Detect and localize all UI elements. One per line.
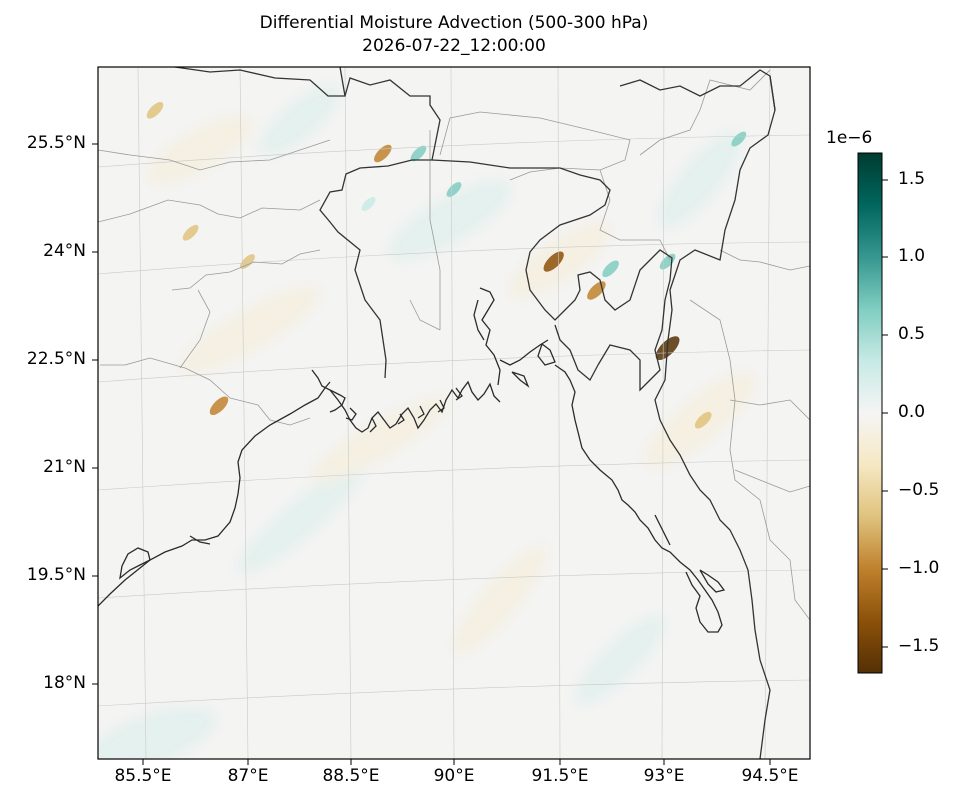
field-hotspot — [731, 131, 747, 147]
lat-tick-label: 24°N — [43, 241, 86, 261]
country-borders — [174, 67, 776, 759]
colorbar-tick-label: 1.0 — [898, 246, 926, 266]
field-hotspot — [361, 197, 376, 211]
lon-tick-label: 85.5°E — [114, 766, 172, 786]
lon-tick-label: 94.5°E — [741, 766, 799, 786]
colorbar-tick-label: −0.5 — [898, 480, 940, 500]
lon-tick-label: 88.5°E — [322, 766, 380, 786]
colorbar-exponent: 1e−6 — [826, 128, 873, 148]
lon-tick-label: 93°E — [643, 766, 685, 786]
lat-tick-label: 22.5°N — [26, 349, 86, 369]
field-hotspot — [602, 260, 619, 278]
colorbar-tick-label: 0.0 — [898, 402, 926, 422]
field-hotspot — [146, 101, 164, 119]
lat-tick-label: 25.5°N — [26, 133, 86, 153]
colorbar — [857, 152, 883, 674]
field-hotspot — [209, 396, 229, 416]
colorbar-tick-label: −1.5 — [898, 636, 940, 656]
colorbar-tick-label: 1.5 — [898, 169, 926, 189]
colorbar-tick-label: −1.0 — [898, 558, 940, 578]
axis-ticks — [92, 143, 771, 765]
coastline — [98, 287, 726, 633]
field-hotspot — [694, 411, 712, 429]
field-hotspot — [410, 145, 427, 162]
gridlines — [98, 67, 810, 759]
lon-tick-label: 87°E — [227, 766, 269, 786]
lat-tick-label: 21°N — [43, 457, 86, 477]
colorbar-ticks — [882, 179, 888, 648]
state-boundaries — [98, 69, 810, 621]
colorbar-tick-label: 0.5 — [898, 324, 926, 344]
field-hotspot — [182, 224, 199, 241]
map-title: Differential Moisture Advection (500-300… — [259, 13, 649, 33]
lon-tick-label: 90°E — [433, 766, 475, 786]
field-hotspot — [374, 144, 392, 163]
field-hotspot — [240, 254, 255, 270]
map-subtitle: 2026-07-22_12:00:00 — [362, 36, 546, 56]
lat-tick-label: 19.5°N — [26, 565, 86, 585]
field-hotspot — [446, 182, 462, 197]
lat-tick-label: 18°N — [43, 673, 86, 693]
lon-tick-label: 91.5°E — [531, 766, 589, 786]
